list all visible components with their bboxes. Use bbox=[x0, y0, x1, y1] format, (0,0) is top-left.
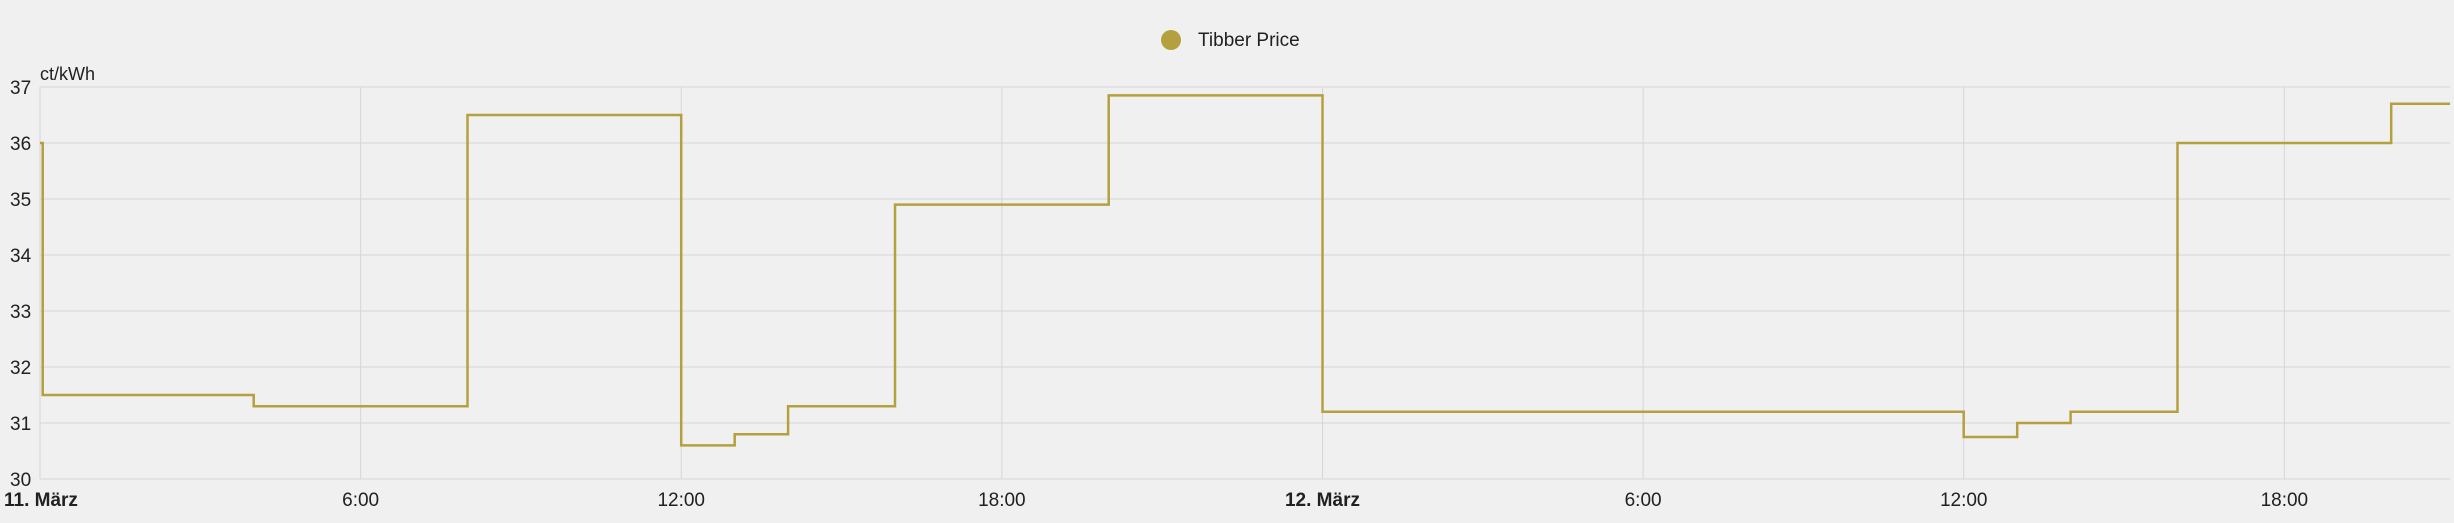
y-tick-label: 31 bbox=[10, 414, 31, 435]
x-tick-label: 12. März bbox=[1285, 490, 1360, 511]
legend-label-tibber-price[interactable]: Tibber Price bbox=[1198, 30, 1300, 51]
y-tick-label: 34 bbox=[10, 246, 32, 267]
y-tick-label: 32 bbox=[10, 358, 31, 379]
legend[interactable]: Tibber Price bbox=[1161, 30, 1300, 51]
y-tick-label: 36 bbox=[10, 134, 31, 155]
y-axis-unit: ct/kWh bbox=[40, 64, 95, 84]
y-tick-label: 35 bbox=[10, 190, 31, 211]
x-tick-label: 18:00 bbox=[978, 490, 1026, 511]
axes: 30 31 32 33 34 35 36 37 11. März 6:00 12:00 18:00 12… bbox=[4, 78, 2308, 511]
x-tick-label: 18:00 bbox=[2261, 490, 2309, 511]
legend-swatch-tibber-price[interactable] bbox=[1161, 30, 1181, 50]
x-tick-label: 6:00 bbox=[1625, 490, 1662, 511]
x-tick-label: 12:00 bbox=[657, 490, 705, 511]
series-layer bbox=[40, 94, 2450, 447]
series-line-tibber-price[interactable] bbox=[40, 94, 2450, 447]
grid bbox=[39, 86, 2450, 480]
y-tick-label: 37 bbox=[10, 78, 31, 99]
x-tick-label: 6:00 bbox=[342, 490, 379, 511]
x-tick-label: 12:00 bbox=[1940, 490, 1988, 511]
y-tick-label: 33 bbox=[10, 302, 31, 323]
x-tick-label: 11. März bbox=[4, 490, 78, 511]
y-tick-label: 30 bbox=[10, 470, 31, 491]
